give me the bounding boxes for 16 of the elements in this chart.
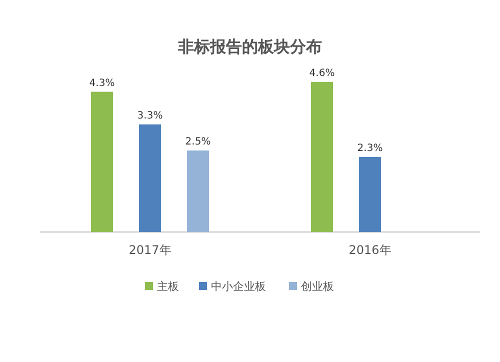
legend-label: 中小企业板 — [211, 280, 266, 293]
bar — [139, 124, 161, 232]
legend-label: 创业板 — [301, 280, 334, 293]
data-label: 4.3% — [89, 78, 115, 89]
bar — [187, 150, 209, 232]
bar — [91, 92, 113, 232]
x-tick-label: 2017年 — [128, 243, 172, 257]
data-label: 2.5% — [185, 136, 211, 148]
bar — [359, 157, 381, 232]
data-label: 4.6% — [309, 68, 335, 79]
x-tick-label: 2016年 — [348, 243, 392, 257]
data-label: 3.3% — [137, 110, 163, 122]
bar — [311, 82, 333, 232]
title: 非标报告的板块分布 — [178, 37, 322, 56]
data-label: 2.3% — [357, 143, 383, 154]
legend-label: 主板 — [157, 280, 179, 293]
